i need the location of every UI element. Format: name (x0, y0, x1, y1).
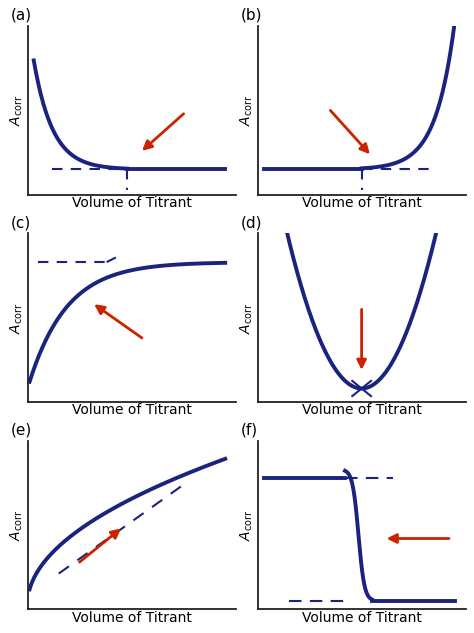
X-axis label: Volume of Titrant: Volume of Titrant (301, 611, 421, 625)
X-axis label: Volume of Titrant: Volume of Titrant (301, 196, 421, 210)
X-axis label: Volume of Titrant: Volume of Titrant (72, 196, 191, 210)
Text: (f): (f) (241, 422, 258, 437)
Y-axis label: $A_\mathrm{corr}$: $A_\mathrm{corr}$ (238, 510, 255, 541)
Y-axis label: $A_\mathrm{corr}$: $A_\mathrm{corr}$ (238, 95, 255, 126)
Y-axis label: $A_\mathrm{corr}$: $A_\mathrm{corr}$ (9, 95, 25, 126)
Text: (e): (e) (11, 422, 32, 437)
Text: (a): (a) (11, 8, 32, 23)
Y-axis label: $A_\mathrm{corr}$: $A_\mathrm{corr}$ (9, 510, 25, 541)
Text: (d): (d) (241, 215, 263, 230)
Y-axis label: $A_\mathrm{corr}$: $A_\mathrm{corr}$ (9, 302, 25, 334)
X-axis label: Volume of Titrant: Volume of Titrant (301, 403, 421, 417)
X-axis label: Volume of Titrant: Volume of Titrant (72, 403, 191, 417)
Y-axis label: $A_\mathrm{corr}$: $A_\mathrm{corr}$ (238, 302, 255, 334)
Text: (b): (b) (241, 8, 263, 23)
Text: (c): (c) (11, 215, 31, 230)
X-axis label: Volume of Titrant: Volume of Titrant (72, 611, 191, 625)
